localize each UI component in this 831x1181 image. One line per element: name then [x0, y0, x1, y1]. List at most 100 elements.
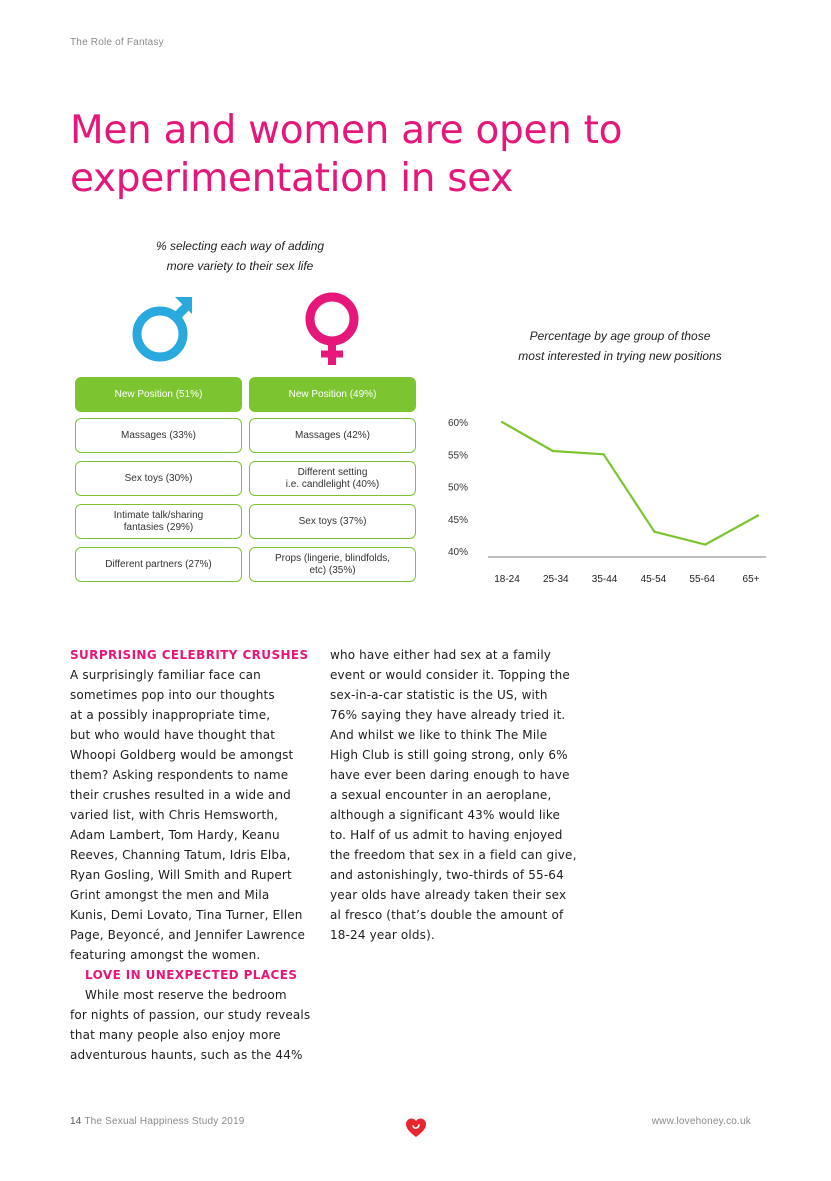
x-tick-label: 18-24 [494, 574, 520, 585]
x-tick-label: 45-54 [641, 574, 667, 585]
text-line: sex-in-a-car statistic is the US, with [330, 688, 548, 702]
text-line: Whoopi Goldberg would be amongst [70, 748, 294, 762]
data-point [704, 543, 707, 546]
option-label: New Position (49%) [288, 388, 377, 400]
text-line: While most reserve the bedroom [85, 988, 287, 1002]
caption-line: % selecting each way of adding [155, 239, 325, 253]
y-tick-label: 60% [448, 418, 468, 429]
text-line: High Club is still going strong, only 6% [330, 748, 568, 762]
chart-title: Percentage by age group of those most in… [480, 326, 760, 366]
caption-line: more variety to their sex life [166, 259, 314, 273]
text-line: varied list, with Chris Hemsworth, [70, 808, 279, 822]
women-option-box: Different setting i.e. candlelight (40%) [249, 461, 416, 496]
paragraph: A surprisingly familiar face can sometime… [70, 665, 315, 965]
page-headline: Men and women are open to experimentatio… [70, 107, 710, 203]
men-option-box: Intimate talk/sharing fantasies (29%) [75, 504, 242, 539]
text-line: the freedom that sex in a field can give… [330, 848, 577, 862]
option-label: Sex toys (37%) [298, 515, 367, 527]
text-line: Ryan Gosling, Will Smith and Rupert [70, 868, 292, 882]
lovehoney-heart-icon [406, 1118, 426, 1137]
option-label: fantasies (29%) [123, 521, 194, 533]
text-line: them? Asking respondents to name [70, 768, 289, 782]
women-option-box: New Position (49%) [249, 377, 416, 412]
text-line: although a significant 43% would like [330, 808, 561, 822]
y-tick-label: 45% [448, 515, 468, 526]
male-symbol-icon [132, 297, 193, 362]
data-point [500, 420, 504, 424]
text-line: event or would consider it. Topping the [330, 668, 570, 682]
women-option-box: Sex toys (37%) [249, 504, 416, 539]
x-tick-label: 55-64 [689, 574, 715, 585]
paragraph: While most reserve the bedroom for nights… [70, 985, 315, 1065]
page-number: 14 [70, 1116, 82, 1127]
option-label: New Position (51%) [114, 388, 203, 400]
option-label: etc) (35%) [309, 564, 356, 576]
text-line: Adam Lambert, Tom Hardy, Keanu [70, 828, 280, 842]
data-point [602, 453, 605, 456]
article-column-1: SURPRISING CELEBRITY CRUSHES A surprisin… [70, 645, 315, 1065]
text-line: Reeves, Channing Tatum, Idris Elba, [70, 848, 291, 862]
subheading-celebrity-crushes: SURPRISING CELEBRITY CRUSHES [70, 648, 309, 662]
text-line: at a possibly inappropriate time, [70, 708, 271, 722]
y-tick-label: 40% [448, 547, 468, 558]
text-line: 18-24 year olds). [330, 928, 435, 942]
text-line: A surprisingly familiar face can [70, 668, 261, 682]
option-label: i.e. candlelight (40%) [285, 478, 380, 490]
text-line: al fresco (that’s double the amount of [330, 908, 564, 922]
text-line: featuring amongst the women. [70, 948, 261, 962]
option-label: Props (lingerie, blindfolds, [274, 552, 391, 564]
text-line: 76% saying they have already tried it. [330, 708, 566, 722]
text-line: to. Half of us admit to having enjoyed [330, 828, 563, 842]
text-line: And whilst we like to think The Mile [330, 728, 548, 742]
women-option-box: Props (lingerie, blindfolds, etc) (35%) [249, 547, 416, 582]
text-line: Grint amongst the men and Mila [70, 888, 270, 902]
text-line: year olds have already taken their sex [330, 888, 567, 902]
female-symbol-icon [305, 292, 359, 365]
men-option-box: New Position (51%) [75, 377, 242, 412]
headline-line: experimentation in sex [70, 156, 514, 201]
footer-url: www.lovehoney.co.uk [651, 1116, 751, 1127]
x-tick-label: 65+ [743, 574, 760, 585]
option-label: Intimate talk/sharing [113, 509, 204, 521]
study-name: The Sexual Happiness Study 2019 [84, 1116, 245, 1127]
men-option-box: Sex toys (30%) [75, 461, 242, 496]
chart-title-line: most interested in trying new positions [518, 349, 722, 363]
text-line: have ever been daring enough to have [330, 768, 570, 782]
option-label: Different partners (27%) [105, 558, 212, 570]
option-label: Massages (42%) [294, 429, 371, 441]
text-line: but who would have thought that [70, 728, 276, 742]
age-line-chart: 60% 55% 50% 45% 40% 18-24 25-34 35-44 45-54 55-64… [448, 418, 766, 585]
text-line: for nights of passion, our study reveals [70, 1008, 311, 1022]
men-option-box: Different partners (27%) [75, 547, 242, 582]
option-label: Different setting [297, 466, 368, 478]
x-tick-label: 35-44 [592, 574, 618, 585]
section-label: The Role of Fantasy [70, 37, 164, 48]
women-option-box: Massages (42%) [249, 418, 416, 453]
x-tick-label: 25-34 [543, 574, 569, 585]
text-line: who have either had sex at a family [330, 648, 552, 662]
men-option-box: Massages (33%) [75, 418, 242, 453]
headline-line: Men and women are open to [70, 108, 623, 153]
data-point [551, 449, 554, 453]
series-line [501, 421, 759, 546]
text-line: a sexual encounter in an aeroplane, [330, 788, 552, 802]
infographic-caption: % selecting each way of adding more vari… [120, 236, 360, 276]
article-column-2: who have either had sex at a family event… [330, 645, 580, 945]
text-line: and astonishingly, two-thirds of 55-64 [330, 868, 564, 882]
subheading-unexpected-places: LOVE IN UNEXPECTED PLACES [85, 968, 298, 982]
chart-title-line: Percentage by age group of those [529, 329, 711, 343]
y-tick-label: 55% [448, 450, 468, 461]
option-label: Massages (33%) [120, 429, 197, 441]
data-point [653, 530, 656, 533]
footer-left: 14 The Sexual Happiness Study 2019 [70, 1116, 245, 1127]
text-line: that many people also enjoy more [70, 1028, 281, 1042]
text-line: adventurous haunts, such as the 44% [70, 1048, 303, 1062]
option-label: Sex toys (30%) [124, 472, 193, 484]
text-line: Kunis, Demi Lovato, Tina Turner, Ellen [70, 908, 303, 922]
paragraph: who have either had sex at a family event… [330, 645, 580, 945]
text-line: Page, Beyoncé, and Jennifer Lawrence [70, 928, 306, 942]
text-line: their crushes resulted in a wide and [70, 788, 291, 802]
y-tick-label: 50% [448, 483, 468, 494]
data-point [756, 514, 760, 517]
text-line: sometimes pop into our thoughts [70, 688, 275, 702]
